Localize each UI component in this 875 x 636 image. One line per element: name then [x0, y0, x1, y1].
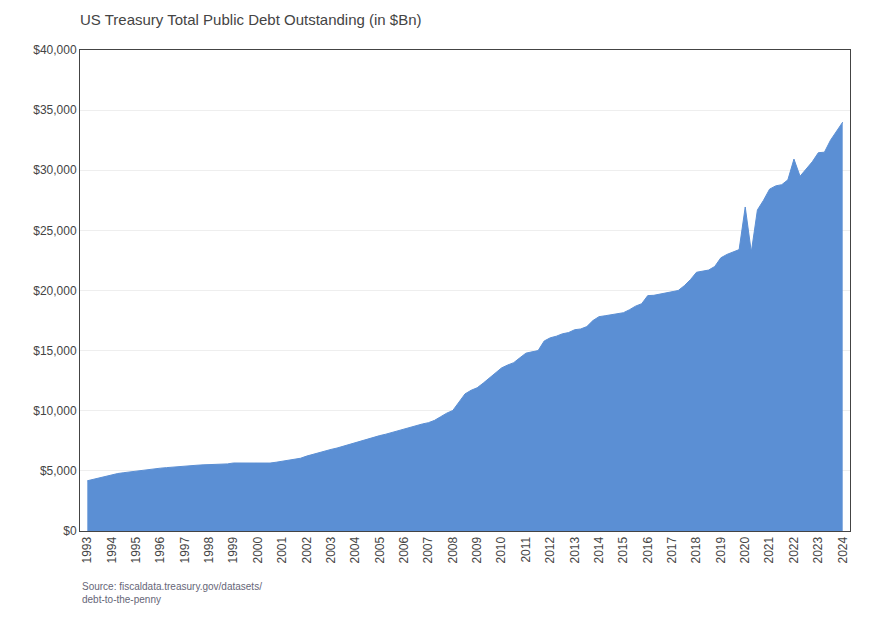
svg-text:2018: 2018	[689, 536, 703, 563]
svg-text:2012: 2012	[543, 536, 557, 563]
svg-text:2004: 2004	[348, 536, 362, 563]
svg-text:2008: 2008	[446, 536, 460, 563]
svg-text:$15,000: $15,000	[33, 344, 77, 358]
svg-text:2022: 2022	[787, 536, 801, 563]
svg-text:2023: 2023	[811, 536, 825, 563]
svg-text:2009: 2009	[470, 536, 484, 563]
svg-text:2000: 2000	[251, 536, 265, 563]
svg-text:$5,000: $5,000	[40, 464, 77, 478]
svg-text:$35,000: $35,000	[33, 103, 77, 117]
svg-text:1996: 1996	[153, 536, 167, 563]
svg-text:$0: $0	[63, 524, 77, 538]
svg-text:1997: 1997	[178, 536, 192, 563]
svg-text:2024: 2024	[836, 536, 850, 563]
svg-text:2014: 2014	[592, 536, 606, 563]
svg-text:1994: 1994	[105, 536, 119, 563]
svg-text:2016: 2016	[641, 536, 655, 563]
svg-text:1995: 1995	[129, 536, 143, 563]
svg-text:2011: 2011	[519, 536, 533, 562]
svg-text:2019: 2019	[714, 536, 728, 563]
svg-text:2002: 2002	[300, 536, 314, 563]
svg-text:2021: 2021	[762, 536, 776, 563]
svg-text:1999: 1999	[226, 536, 240, 563]
svg-text:2007: 2007	[421, 536, 435, 563]
svg-text:1993: 1993	[80, 536, 94, 563]
svg-text:1998: 1998	[202, 536, 216, 563]
svg-text:2017: 2017	[665, 536, 679, 563]
svg-text:Source: fiscaldata.treasury.go: Source: fiscaldata.treasury.gov/datasets…	[82, 581, 262, 605]
svg-text:2006: 2006	[397, 536, 411, 563]
svg-text:$25,000: $25,000	[33, 224, 77, 238]
svg-text:2015: 2015	[616, 536, 630, 563]
svg-text:2020: 2020	[738, 536, 752, 563]
svg-text:US Treasury Total Public Debt: US Treasury Total Public Debt Outstandin…	[80, 11, 422, 28]
svg-text:$30,000: $30,000	[33, 163, 77, 177]
svg-text:$10,000: $10,000	[33, 404, 77, 418]
svg-text:2005: 2005	[373, 536, 387, 563]
svg-text:2010: 2010	[494, 536, 508, 563]
svg-text:$20,000: $20,000	[33, 284, 77, 298]
svg-text:2013: 2013	[568, 536, 582, 563]
svg-text:$40,000: $40,000	[33, 43, 77, 57]
svg-text:2003: 2003	[324, 536, 338, 563]
svg-text:2001: 2001	[275, 536, 289, 563]
